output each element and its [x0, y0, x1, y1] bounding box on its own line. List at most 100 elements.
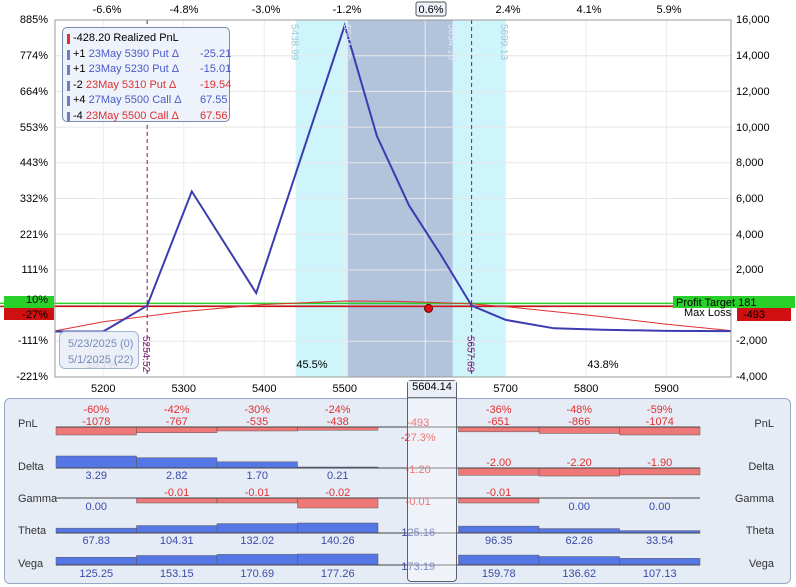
- delta-value: -2.00: [486, 457, 511, 469]
- legend-delta: -25.21: [200, 47, 232, 60]
- vega-bar: [538, 556, 620, 566]
- row-label-right-pnl: PnL: [754, 418, 774, 430]
- vega-bar: [297, 553, 379, 566]
- vega-value: 107.13: [643, 568, 677, 580]
- delta-value: 1.70: [247, 470, 268, 482]
- vega-bar: [216, 554, 298, 566]
- gamma-value: -0.01: [406, 496, 431, 508]
- vega-bar: [55, 556, 137, 566]
- gamma-value: 0.00: [649, 501, 670, 513]
- legend-marker: [67, 80, 70, 91]
- right-axis-tick: 2,000: [736, 264, 764, 276]
- theta-value: 125.16: [401, 527, 435, 539]
- delta-bar: [136, 457, 218, 469]
- delta-value: 3.29: [86, 470, 107, 482]
- vega-value: 153.15: [160, 568, 194, 580]
- zone-label-outer-low: 5438.99: [289, 24, 300, 61]
- pnl-pct: -36%: [486, 404, 512, 416]
- theta-value: 132.02: [240, 535, 274, 547]
- legend-row-3: +4 27May 5500 Call Δ 67.55: [67, 93, 229, 109]
- gamma-value: -0.01: [486, 487, 511, 499]
- theta-value: 62.26: [565, 535, 593, 547]
- pnl-pct: -48%: [566, 404, 592, 416]
- gamma-value: 0.00: [86, 501, 107, 513]
- left-axis-tick: 774%: [20, 50, 48, 62]
- expiry-date: 5/23/2025 (0): [68, 338, 134, 350]
- pnl-value: -1074: [646, 416, 674, 428]
- delta-bar: [538, 467, 620, 477]
- left-axis-tick: 553%: [20, 122, 48, 134]
- probability-label-mid: 45.5%: [296, 359, 327, 371]
- legend-delta: -15.01: [200, 63, 232, 75]
- left-axis-tick: 332%: [20, 193, 48, 205]
- delta-bar: [619, 467, 701, 476]
- row-label-right-delta: Delta: [748, 461, 775, 473]
- left-axis-tick: 885%: [20, 14, 48, 26]
- current-pnl-point: [424, 303, 434, 313]
- pnl-pct: -42%: [164, 404, 190, 416]
- legend-leg-text: 23May 5500 Call Δ: [85, 109, 179, 122]
- payoff-chart[interactable]: -6.6% -4.8% -3.0% -1.2% 0.6% 2.4% 4.1% 5.9% 885%…: [0, 0, 796, 396]
- left-axis-tick: 443%: [20, 157, 48, 169]
- pnl-pct: -59%: [647, 404, 673, 416]
- zone-label-inner-low: 5504.02: [341, 24, 352, 61]
- x-axis-tick: 5300: [172, 383, 196, 395]
- right-axis-tick: 6,000: [736, 193, 764, 205]
- right-axis-tick: 10,000: [736, 122, 770, 134]
- x-axis-tick: 5800: [574, 383, 598, 395]
- row-label-left-delta: Delta: [18, 461, 45, 473]
- delta-bar: [216, 461, 298, 469]
- row-label-left-vega: Vega: [18, 558, 44, 570]
- right-loss-badge-text: -493: [743, 309, 765, 321]
- row-label-left-gamma: Gamma: [18, 493, 58, 505]
- left-axis-tick: 10%: [26, 294, 48, 306]
- legend-row-4: -4 23May 5500 Call Δ 67.56: [67, 109, 229, 125]
- right-axis-tick: 12,000: [736, 86, 770, 98]
- top-axis-tick: -1.2%: [333, 4, 362, 16]
- pnl-value: -651: [488, 416, 510, 428]
- delta-value: 0.21: [327, 470, 348, 482]
- legend-marker: [67, 49, 70, 60]
- legend-realized-pnl: -428.20 Realized PnL: [67, 31, 229, 47]
- current-price-column[interactable]: [407, 380, 457, 582]
- vega-value: 177.26: [321, 568, 355, 580]
- legend-marker: [67, 34, 70, 44]
- delta-value: -1.90: [647, 457, 672, 469]
- delta-bar: [458, 467, 540, 476]
- left-axis-tick: 221%: [20, 229, 48, 241]
- legend-qty: +1: [73, 63, 89, 75]
- legend-leg-text: 23May 5390 Put Δ: [88, 47, 180, 60]
- x-axis-tick: 5700: [493, 383, 517, 395]
- top-axis-tick: 2.4%: [495, 4, 520, 16]
- legend-leg-text: 23May 5310 Put Δ: [85, 78, 177, 91]
- delta-value: 2.82: [166, 470, 187, 482]
- right-loss-badge: [737, 308, 791, 321]
- theta-bar: [297, 522, 379, 534]
- vega-bar: [136, 555, 218, 566]
- zone-label-inner-high: 5634.10: [446, 24, 457, 61]
- gamma-value: -0.02: [325, 487, 350, 499]
- delta-bar: [55, 455, 137, 469]
- left-loss-badge-text: -27%: [22, 309, 48, 321]
- profit-target-badge: [673, 296, 795, 308]
- vega-bar: [458, 554, 540, 566]
- legend-leg-text: 27May 5500 Call Δ: [88, 94, 182, 106]
- pnl-pct: -24%: [325, 404, 351, 416]
- pnl-value: -535: [246, 416, 268, 428]
- legend-row-1: +1 23May 5230 Put Δ -15.01: [67, 62, 232, 78]
- x-axis-tick: 5500: [332, 383, 356, 395]
- legend-marker: [67, 96, 70, 106]
- pnl-value: -1078: [82, 416, 110, 428]
- theta-bar: [55, 527, 137, 534]
- left-axis-tick: -221%: [16, 371, 48, 383]
- top-axis-tick: 0.6%: [418, 4, 443, 16]
- right-axis-tick: 4,000: [736, 229, 764, 241]
- plot-border: [54, 19, 732, 378]
- theta-bar: [216, 523, 298, 534]
- legend-row-2: -2 23May 5310 Put Δ -19.54: [67, 78, 232, 94]
- pnl-pct: -30%: [244, 404, 270, 416]
- gamma-value: -0.01: [164, 487, 189, 499]
- vega-value: 173.19: [401, 561, 435, 573]
- x-axis-tick: 5900: [654, 383, 678, 395]
- legend-delta: -19.54: [200, 78, 232, 91]
